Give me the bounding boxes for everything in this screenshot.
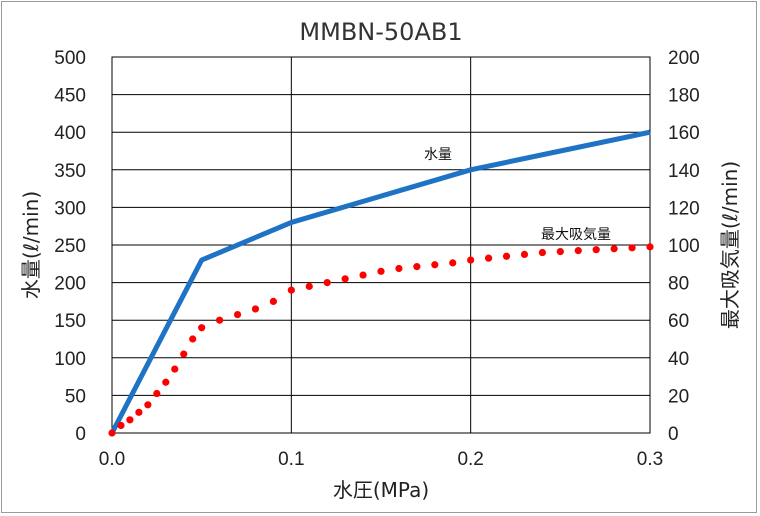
- y-tick-label-right: 80: [668, 274, 689, 295]
- series-point-max-intake: [556, 247, 564, 256]
- y-axis-label-right: 最大吸気量(ℓ/min): [718, 161, 742, 329]
- series-point-max-intake: [395, 264, 403, 273]
- series-label-max-intake: 最大吸気量: [541, 227, 611, 243]
- series-point-max-intake: [431, 261, 439, 269]
- y-tick-label-right: 20: [668, 386, 689, 407]
- y-tick-label-left: 450: [54, 86, 86, 107]
- y-tick-label-right: 140: [668, 161, 700, 182]
- series-point-max-intake: [323, 279, 331, 287]
- series-point-max-intake: [628, 244, 636, 252]
- series-point-max-intake: [144, 401, 152, 409]
- series-point-max-intake: [171, 365, 179, 373]
- series-point-max-intake: [413, 263, 421, 271]
- series-label-water: 水量: [424, 147, 452, 163]
- series-point-max-intake: [574, 247, 582, 255]
- series-point-max-intake: [126, 416, 134, 424]
- series-point-max-intake: [449, 259, 457, 267]
- series-point-max-intake: [646, 243, 654, 251]
- y-tick-label-left: 0: [75, 424, 86, 445]
- series-point-max-intake: [377, 267, 385, 275]
- series-point-max-intake: [108, 429, 116, 437]
- series-point-max-intake: [287, 286, 295, 294]
- y-tick-label-right: 40: [668, 349, 689, 370]
- x-axis-label: 水圧(MPa): [333, 478, 429, 502]
- series-point-max-intake: [341, 275, 349, 283]
- series-point-max-intake: [189, 335, 197, 343]
- y-tick-label-right: 0: [668, 424, 679, 445]
- series-point-max-intake: [135, 408, 143, 416]
- series-point-max-intake: [216, 316, 224, 324]
- y-tick-label-left: 400: [54, 123, 86, 144]
- y-tick-label-left: 100: [54, 349, 86, 370]
- series-point-max-intake: [592, 246, 600, 254]
- series-point-max-intake: [485, 254, 493, 262]
- chart-title: MMBN-50AB1: [299, 18, 462, 46]
- series-line-water: [109, 129, 651, 435]
- x-tick-label: 0.1: [278, 449, 304, 470]
- y-tick-label-left: 150: [54, 311, 86, 332]
- tick-labels: 0 50 100 150 200 250 300 350 400 450 500 0 20 40 60 80 1…: [54, 48, 699, 470]
- x-tick-label: 0.2: [457, 449, 483, 470]
- series-layer: [108, 129, 654, 437]
- series-point-max-intake: [610, 245, 618, 253]
- gridlines: [112, 57, 650, 433]
- y-tick-label-right: 100: [668, 236, 700, 257]
- y-tick-label-left: 300: [54, 198, 86, 219]
- series-point-max-intake: [502, 252, 511, 260]
- series-point-max-intake: [520, 250, 529, 258]
- series-point-max-intake: [180, 350, 188, 358]
- y-tick-label-left: 500: [54, 48, 86, 69]
- y-tick-label-left: 50: [65, 386, 86, 407]
- series-point-max-intake: [153, 389, 161, 398]
- series-point-max-intake: [269, 297, 277, 305]
- series-point-max-intake: [251, 305, 260, 313]
- y-tick-label-right: 60: [668, 311, 689, 332]
- y-tick-label-left: 350: [54, 161, 86, 182]
- series-point-max-intake: [359, 271, 367, 279]
- y-tick-label-left: 200: [54, 274, 86, 295]
- x-tick-label: 0.0: [99, 449, 125, 470]
- series-point-max-intake: [198, 324, 206, 332]
- series-point-max-intake: [467, 256, 475, 264]
- x-tick-label: 0.3: [637, 449, 663, 470]
- series-point-max-intake: [117, 421, 125, 430]
- y-tick-label-right: 160: [668, 123, 700, 144]
- series-point-max-intake: [233, 310, 242, 319]
- y-tick-label-right: 200: [668, 48, 700, 69]
- series-point-max-intake: [162, 378, 170, 386]
- y-tick-label-right: 120: [668, 198, 700, 219]
- y-tick-label-right: 180: [668, 86, 700, 107]
- y-axis-label-left: 水量(ℓ/min): [19, 191, 43, 299]
- y-tick-label-left: 250: [54, 236, 86, 257]
- series-point-max-intake: [305, 282, 313, 290]
- series-point-max-intake: [538, 248, 547, 257]
